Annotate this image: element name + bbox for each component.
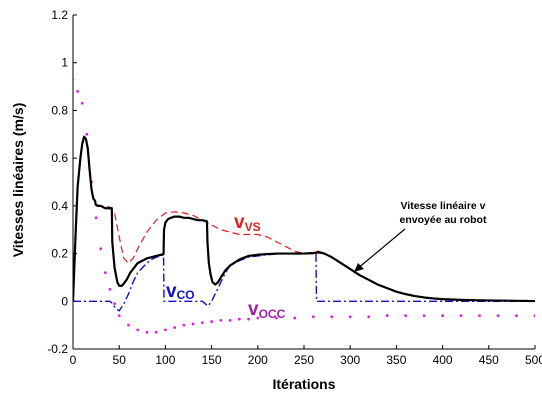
series-label-vocc-sub: OCC xyxy=(259,307,286,321)
point-vocc xyxy=(136,328,140,332)
point-vocc xyxy=(127,323,130,327)
point-vocc xyxy=(533,314,535,317)
series-label-vvs: vVS xyxy=(234,212,261,234)
y-tick-label: 0 xyxy=(61,294,68,308)
x-tick-label: 150 xyxy=(202,353,222,367)
x-tick-label: 350 xyxy=(386,353,406,367)
series-label-vco-sub: CO xyxy=(177,288,195,302)
point-vocc xyxy=(330,315,334,319)
point-vocc xyxy=(228,318,232,322)
y-tick-label: 0.2 xyxy=(51,247,68,261)
point-vocc xyxy=(191,322,195,326)
point-vocc xyxy=(103,271,107,275)
point-vocc xyxy=(219,318,223,322)
point-vocc xyxy=(367,315,371,319)
x-tick-label: 50 xyxy=(113,353,127,367)
series-label-vvs-main: v xyxy=(234,212,245,233)
y-tick-label: -0.2 xyxy=(47,342,68,356)
x-axis-title: Itérations xyxy=(272,376,335,392)
x-tick-label: 450 xyxy=(479,353,499,367)
y-tick-label: 1 xyxy=(61,56,68,70)
y-tick-label: 0.6 xyxy=(51,151,68,165)
point-vocc xyxy=(154,330,158,334)
series-vvs xyxy=(96,205,323,264)
ticks: 0 50 100 150 200 250 300 350 400 450 500-0.200.20.… xyxy=(47,8,542,367)
point-vocc xyxy=(459,314,463,317)
series-label-vco: vCO xyxy=(166,281,195,302)
x-tick-label: 500 xyxy=(525,353,542,367)
y-axis-title: Vitesses linéaires (m/s) xyxy=(10,103,26,258)
point-vocc xyxy=(145,330,149,334)
point-vocc xyxy=(515,314,518,317)
point-vocc xyxy=(404,314,408,317)
x-tick-label: 100 xyxy=(155,353,175,367)
point-vocc xyxy=(348,315,352,319)
point-vocc xyxy=(247,317,250,321)
series-label-vocc-main: v xyxy=(248,299,259,320)
point-vocc xyxy=(85,132,89,136)
series-layer xyxy=(73,78,535,334)
point-vocc xyxy=(496,314,500,317)
point-vocc xyxy=(99,247,103,251)
annotation-line-2: envoyée au robot xyxy=(400,214,487,226)
x-tick-label: 250 xyxy=(294,353,314,367)
x-tick-label: 400 xyxy=(433,353,453,367)
point-vocc xyxy=(311,315,315,319)
x-tick-label: 300 xyxy=(340,353,360,367)
point-vocc xyxy=(441,314,444,317)
point-vocc xyxy=(164,328,167,332)
annotation-arrow-head xyxy=(354,263,364,272)
series-label-vocc: vOCC xyxy=(248,299,286,321)
y-tick-label: 0.4 xyxy=(51,199,68,213)
x-tick-label: 0 xyxy=(70,353,77,367)
y-tick-label: 1.2 xyxy=(51,8,68,22)
point-vocc xyxy=(173,326,177,329)
point-vocc xyxy=(94,216,98,220)
series-v xyxy=(73,135,535,303)
point-vocc xyxy=(478,314,481,317)
point-vocc xyxy=(76,89,80,93)
series-label-vvs-sub: VS xyxy=(245,220,261,234)
point-vocc xyxy=(237,317,241,321)
point-vocc xyxy=(274,316,278,320)
point-vocc xyxy=(385,314,389,317)
point-vocc xyxy=(256,316,260,320)
point-vocc xyxy=(108,287,112,291)
annotation-arrow-shaft xyxy=(356,228,406,270)
y-tick-label: 0.8 xyxy=(51,103,68,117)
point-vocc xyxy=(293,316,297,320)
series-vocc xyxy=(73,78,535,334)
x-tick-label: 200 xyxy=(248,353,268,367)
series-vco xyxy=(73,252,535,312)
annotation-line-1: Vitesse linéaire v xyxy=(400,200,485,212)
point-vocc xyxy=(200,321,204,325)
point-vocc xyxy=(422,314,426,317)
point-vocc xyxy=(80,101,84,105)
point-vocc xyxy=(113,302,116,306)
point-vocc xyxy=(117,314,121,317)
point-vocc xyxy=(210,320,214,323)
point-vocc xyxy=(73,78,75,81)
series-label-vco-main: v xyxy=(166,281,177,302)
point-vocc xyxy=(182,323,186,327)
